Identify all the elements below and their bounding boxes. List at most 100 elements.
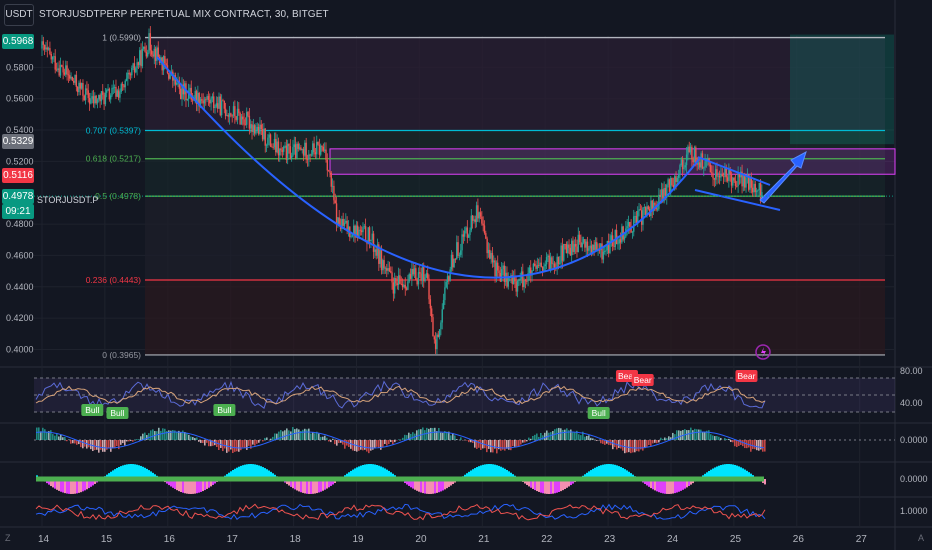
squeeze-bar-negative xyxy=(436,479,438,493)
squeeze-bar-negative xyxy=(170,479,172,487)
candle-body xyxy=(580,242,582,248)
momentum-bar xyxy=(350,440,352,449)
candle-body xyxy=(559,262,561,264)
candle-body xyxy=(330,172,332,187)
squeeze-bar-negative xyxy=(662,479,664,494)
momentum-bar xyxy=(442,432,444,440)
squeeze-bar-positive xyxy=(740,467,742,479)
candle-body xyxy=(722,176,725,178)
squeeze-bar-positive xyxy=(618,466,620,479)
candle-body xyxy=(296,143,298,159)
candle-body xyxy=(471,215,474,221)
momentum-bar xyxy=(430,427,432,440)
candle-body xyxy=(351,235,354,237)
momentum-bar xyxy=(440,432,442,440)
squeeze-bar-negative xyxy=(176,479,178,491)
momentum-bar xyxy=(376,440,378,447)
candle-body xyxy=(543,266,545,271)
candle-body xyxy=(223,100,225,109)
candle-body xyxy=(321,145,323,147)
candle-body xyxy=(86,88,88,91)
momentum-bar xyxy=(318,433,320,440)
momentum-bar xyxy=(170,430,172,440)
candle-body xyxy=(300,147,302,151)
candle-body xyxy=(227,115,229,117)
squeeze-bar-negative xyxy=(88,479,90,489)
momentum-bar xyxy=(94,440,96,451)
candle-body xyxy=(680,159,683,166)
corner-right-label[interactable]: A xyxy=(918,533,925,543)
squeeze-bar-negative xyxy=(562,479,564,491)
momentum-bar xyxy=(692,430,694,440)
candle-body xyxy=(210,98,212,104)
candle-body xyxy=(244,124,247,126)
candle-body xyxy=(269,134,272,147)
candle-body xyxy=(638,209,640,211)
momentum-bar xyxy=(374,440,376,449)
candle-body xyxy=(141,48,144,67)
candle-body xyxy=(148,33,150,53)
momentum-bar xyxy=(434,427,436,440)
squeeze-bar-negative xyxy=(60,479,62,492)
currency-button[interactable]: USDT xyxy=(4,4,34,26)
candle-body xyxy=(707,158,709,161)
momentum-bar xyxy=(708,430,710,440)
candle-body xyxy=(374,249,376,252)
squeeze-bar-positive xyxy=(372,464,374,479)
candle-body xyxy=(666,184,668,198)
momentum-bar xyxy=(378,440,380,448)
momentum-bar xyxy=(386,440,388,446)
corner-left-label[interactable]: Z xyxy=(5,533,11,543)
squeeze-bar-positive xyxy=(738,466,740,479)
time-axis-label: 24 xyxy=(667,534,679,545)
squeeze-bar-negative xyxy=(192,479,194,494)
momentum-bar xyxy=(748,440,750,448)
candle-body xyxy=(684,165,686,168)
momentum-bar xyxy=(74,440,76,444)
candle-body xyxy=(106,90,108,93)
squeeze-bar-negative xyxy=(294,479,296,490)
squeeze-bar-positive xyxy=(150,471,152,479)
candle-body xyxy=(289,146,292,159)
squeeze-bar-positive xyxy=(392,473,394,479)
candle-body xyxy=(337,217,339,225)
candle-body xyxy=(333,185,335,201)
momentum-bar xyxy=(494,440,496,449)
squeeze-bar-negative xyxy=(76,479,78,494)
candle-body xyxy=(477,205,479,219)
candle-body xyxy=(239,112,241,125)
candle-body xyxy=(125,78,128,81)
momentum-bar xyxy=(496,440,498,454)
candle-body xyxy=(268,134,270,138)
candle-body xyxy=(528,267,531,274)
candle-body xyxy=(491,252,494,263)
candle-body xyxy=(235,116,237,120)
candle-body xyxy=(557,256,560,264)
candle-body xyxy=(672,185,675,188)
squeeze-bar-negative xyxy=(680,479,682,491)
squeeze-bar-positive xyxy=(628,471,630,479)
momentum-bar xyxy=(528,437,530,440)
candle-body xyxy=(681,159,684,170)
candle-body xyxy=(140,50,142,67)
squeeze-bar-negative xyxy=(534,479,536,491)
momentum-bar xyxy=(674,434,676,440)
momentum-bar xyxy=(532,435,534,440)
squeeze-bar-negative xyxy=(202,479,204,492)
candle-body xyxy=(50,54,52,60)
candle-body xyxy=(553,263,556,268)
squeeze-bar-positive xyxy=(118,466,120,479)
price-axis-label: 0.5400 xyxy=(6,125,34,135)
momentum-bar xyxy=(730,440,732,442)
momentum-bar xyxy=(234,440,236,452)
momentum-bar xyxy=(148,433,150,440)
fib-level-label: 0 (0.3965) xyxy=(102,350,141,360)
candle-body xyxy=(429,299,432,309)
candle-body xyxy=(213,96,215,109)
candle-body xyxy=(463,230,466,237)
squeeze-bar-negative xyxy=(56,479,58,490)
candle-body xyxy=(716,169,718,177)
squeeze-bar-negative xyxy=(330,479,332,486)
squeeze-bar-negative xyxy=(682,479,684,490)
